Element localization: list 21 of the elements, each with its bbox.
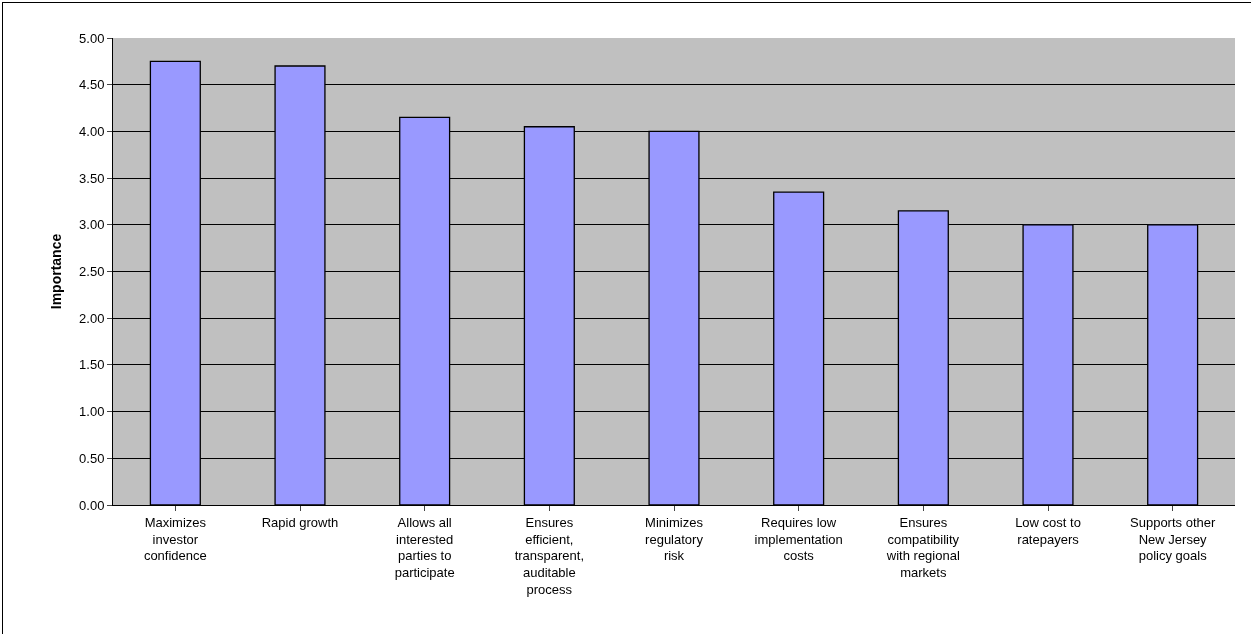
x-tick-label: Ensures efficient, transparent, auditable process bbox=[514, 514, 585, 598]
y-tick-label: 0.50 bbox=[79, 450, 105, 466]
x-tick-label: Requires low implementation costs bbox=[754, 514, 843, 564]
y-tick-label: 4.50 bbox=[79, 77, 105, 93]
x-tick-label: Low cost to ratepayers bbox=[1015, 514, 1081, 547]
y-tick-label: 1.00 bbox=[79, 404, 105, 420]
y-tick-label: 3.50 bbox=[79, 170, 105, 186]
y-tick-label: 3.00 bbox=[79, 217, 105, 233]
y-tick-label: 2.50 bbox=[79, 264, 105, 280]
y-tick-label: 4.00 bbox=[79, 123, 105, 139]
y-tick-label: 2.00 bbox=[79, 310, 105, 326]
y-tick-label: 1.50 bbox=[79, 357, 105, 373]
x-tick-label: Supports other New Jersey policy goals bbox=[1130, 514, 1216, 564]
x-tick-label: Ensures compatibility with regional markets bbox=[885, 514, 960, 581]
y-tick-label: 0.00 bbox=[79, 497, 105, 513]
y-axis-title: Importance bbox=[47, 233, 64, 310]
x-tick-label: Allows all interested parties to participate bbox=[394, 514, 455, 581]
x-tick-label: Minimizes regulatory risk bbox=[645, 514, 704, 564]
x-tick-label: Rapid growth bbox=[261, 514, 339, 530]
x-tick-label: Maximizes investor confidence bbox=[143, 514, 207, 564]
y-tick-label: 5.00 bbox=[79, 30, 105, 46]
